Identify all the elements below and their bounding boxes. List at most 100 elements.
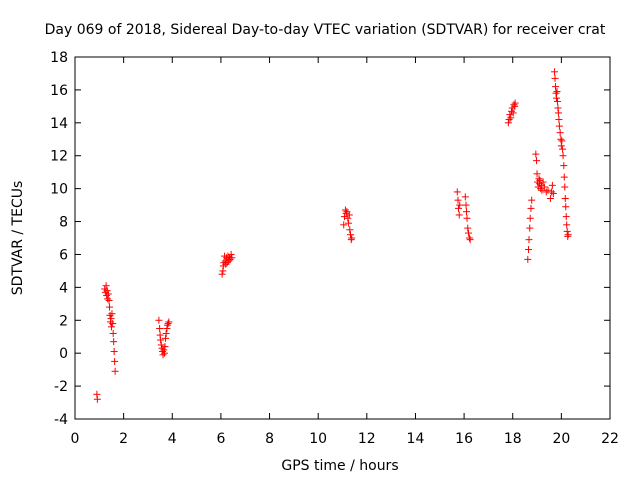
data-point (555, 122, 563, 130)
data-point (528, 196, 536, 204)
data-point (540, 183, 548, 191)
x-tick-label: 12 (358, 431, 376, 447)
data-point (223, 259, 231, 267)
y-tick-label: -4 (54, 412, 68, 428)
data-point (155, 316, 163, 324)
data-point (524, 255, 532, 263)
data-point (533, 170, 541, 178)
data-point (556, 129, 564, 137)
data-point (553, 94, 560, 102)
y-tick-label: 6 (59, 247, 68, 263)
data-point (107, 315, 115, 323)
data-point (159, 351, 167, 359)
data-points (93, 68, 572, 403)
data-point (551, 68, 559, 76)
data-point (218, 270, 226, 278)
data-point (525, 236, 533, 244)
data-point (104, 295, 112, 303)
data-point (226, 255, 234, 263)
data-point (553, 97, 561, 105)
data-point (564, 231, 572, 239)
data-point (164, 320, 172, 328)
data-point (454, 204, 462, 212)
y-tick-label: 18 (50, 50, 68, 66)
data-point (464, 229, 472, 237)
data-point (344, 214, 352, 222)
data-point (161, 343, 169, 351)
data-point (563, 221, 571, 229)
data-point (552, 83, 560, 91)
data-point (466, 236, 474, 244)
data-point (504, 119, 512, 127)
data-point (562, 213, 570, 221)
data-point (548, 188, 556, 196)
x-tick-label: 4 (168, 431, 177, 447)
data-point (544, 186, 552, 194)
data-point (465, 234, 473, 242)
x-tick-label: 20 (552, 431, 570, 447)
data-point (161, 334, 169, 342)
data-point (536, 176, 544, 184)
data-point (160, 349, 168, 357)
data-point (156, 325, 164, 332)
data-point (111, 357, 119, 365)
y-tick-label: 4 (59, 280, 68, 296)
data-point (561, 195, 569, 203)
data-point (340, 213, 348, 221)
x-tick-label: 16 (455, 431, 473, 447)
data-point (225, 257, 233, 265)
data-point (107, 323, 115, 331)
y-tick-label: 0 (59, 346, 68, 362)
data-point (527, 204, 535, 212)
y-tick-label: 8 (59, 215, 68, 231)
y-tick-label: 10 (50, 182, 68, 198)
data-point (345, 211, 353, 219)
data-point (106, 311, 114, 319)
data-point (505, 116, 513, 124)
axis-ticks (74, 56, 611, 420)
data-point (546, 195, 554, 203)
data-point (507, 114, 515, 122)
data-point (463, 214, 471, 222)
plot-frame (74, 56, 611, 420)
data-point (340, 221, 348, 229)
data-point (165, 318, 173, 326)
data-point (109, 329, 117, 337)
data-point (108, 310, 116, 318)
data-point (456, 201, 464, 209)
x-tick-label: 8 (265, 431, 274, 447)
data-point (549, 190, 557, 198)
x-tick-label: 0 (71, 431, 80, 447)
tick-labels: 0 2 4 6 8 10 12 14 16 18 20 22 -4 -2 0 2 4 6 8 10 12 14 16 18 (50, 50, 619, 447)
data-point (533, 157, 541, 165)
data-point (562, 203, 570, 211)
y-tick-label: -2 (54, 379, 68, 395)
data-point (222, 260, 230, 268)
y-tick-label: 2 (59, 313, 68, 329)
data-point (163, 321, 171, 329)
x-axis-label: GPS time / hours (281, 458, 398, 474)
data-point (110, 348, 118, 356)
chart-title: Day 069 of 2018, Sidereal Day-to-day VTE… (45, 22, 606, 38)
y-tick-label: 14 (50, 116, 68, 132)
data-point (508, 107, 516, 115)
x-tick-label: 10 (309, 431, 327, 447)
x-tick-label: 18 (504, 431, 522, 447)
data-point (558, 137, 566, 145)
data-point (106, 303, 114, 311)
data-point (104, 290, 112, 298)
data-point (345, 219, 353, 227)
data-point (348, 234, 356, 242)
data-point (559, 145, 567, 153)
data-point (559, 152, 567, 160)
data-point (561, 183, 569, 191)
data-point (510, 101, 518, 109)
data-point (464, 224, 472, 232)
x-tick-label: 22 (601, 431, 619, 447)
data-point (553, 88, 561, 96)
data-point (539, 178, 547, 186)
data-point (160, 346, 168, 354)
data-point (462, 201, 470, 209)
data-point (228, 254, 236, 262)
